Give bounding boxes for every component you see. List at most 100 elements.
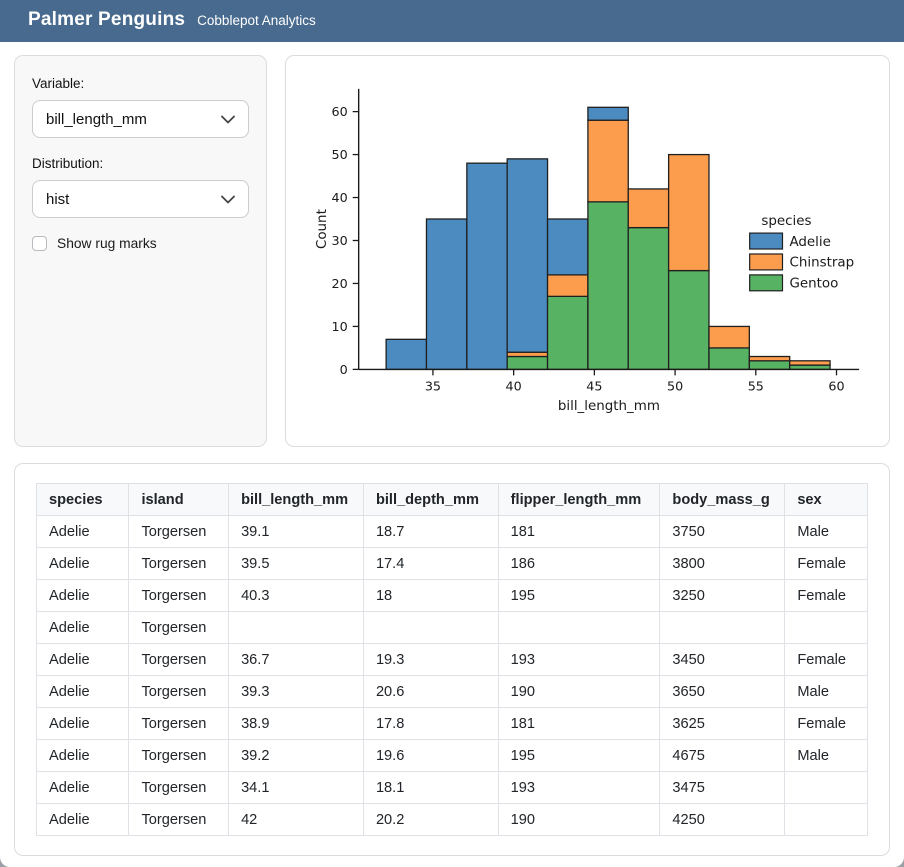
table-cell: Torgersen <box>128 547 230 580</box>
column-header-sex: sex <box>784 483 868 516</box>
table-cell <box>784 803 868 836</box>
svg-text:60: 60 <box>828 379 844 394</box>
table-cell: 19.6 <box>362 739 499 772</box>
variable-label: Variable: <box>32 76 85 91</box>
table-row: Adelie Torgersen 39.3 20.6 190 3650 Male <box>35 675 868 708</box>
table-cell: 190 <box>497 803 661 836</box>
table-row: Adelie Torgersen 40.3 18 195 3250 Female <box>35 579 868 612</box>
variable-select[interactable]: bill_length_mm <box>32 100 249 138</box>
table-cell: 18.1 <box>362 771 499 804</box>
table-cell <box>659 611 786 644</box>
table-cell: 3475 <box>659 771 786 804</box>
show-rug-checkbox[interactable] <box>32 236 47 251</box>
distribution-select-value: hist <box>46 190 70 208</box>
table-cell: 40.3 <box>228 579 364 612</box>
table-row: Adelie Torgersen 39.5 17.4 186 3800 Female <box>35 547 868 580</box>
table-cell: 20.2 <box>362 803 499 836</box>
table-cell: 38.9 <box>228 707 364 740</box>
table-row: Adelie Torgersen 39.1 18.7 181 3750 Male <box>35 515 868 548</box>
table-cell: 3650 <box>659 675 786 708</box>
table-cell: Torgersen <box>128 611 230 644</box>
table-cell: 18 <box>362 579 499 612</box>
table-body: Adelie Torgersen 39.1 18.7 181 3750 Male Adelie… <box>35 515 868 836</box>
distribution-select[interactable]: hist <box>32 180 249 218</box>
table-cell: 4250 <box>659 803 786 836</box>
histogram-card: 35 40 45 50 55 60 0 10 20 30 40 50 60 bill_length_mm C… <box>285 55 890 447</box>
controls-sidebar: Variable: bill_length_mm Distribution: h… <box>14 55 267 447</box>
table-row: Adelie Torgersen 42 20.2 190 4250 <box>35 803 868 836</box>
table-cell: 36.7 <box>228 643 364 676</box>
table-cell: 193 <box>497 643 661 676</box>
penguins-table: species island bill_length_mm bill_depth_mm… <box>35 483 868 836</box>
table-cell: Adelie <box>35 803 130 836</box>
table-cell <box>228 611 364 644</box>
svg-text:35: 35 <box>425 379 441 394</box>
table-cell: Torgersen <box>128 643 230 676</box>
table-cell: Adelie <box>35 547 130 580</box>
table-cell: Adelie <box>35 771 130 804</box>
svg-text:Adelie: Adelie <box>789 235 830 250</box>
column-header-body_mass_g: body_mass_g <box>659 483 786 516</box>
table-cell <box>362 611 499 644</box>
table-cell: Male <box>784 515 868 548</box>
table-cell: Male <box>784 675 868 708</box>
table-cell: 3625 <box>659 707 786 740</box>
svg-text:40: 40 <box>506 379 522 394</box>
svg-text:45: 45 <box>586 379 602 394</box>
app-subtitle: Cobblepot Analytics <box>197 13 316 28</box>
table-cell <box>497 611 661 644</box>
table-cell: 193 <box>497 771 661 804</box>
svg-text:Gentoo: Gentoo <box>789 277 838 292</box>
table-cell: 3800 <box>659 547 786 580</box>
app-header: Palmer Penguins Cobblepot Analytics <box>0 0 904 42</box>
table-cell: Adelie <box>35 611 130 644</box>
table-cell: 17.8 <box>362 707 499 740</box>
histogram-chart: 35 40 45 50 55 60 0 10 20 30 40 50 60 bill_length_mm C… <box>315 88 860 414</box>
chevron-down-icon <box>221 115 235 124</box>
column-header-bill_length_mm: bill_length_mm <box>228 483 364 516</box>
table-cell: Female <box>784 547 868 580</box>
table-cell: Female <box>784 579 868 612</box>
table-cell: Torgersen <box>128 707 230 740</box>
table-cell: Torgersen <box>128 579 230 612</box>
table-cell: Adelie <box>35 515 130 548</box>
table-cell: 186 <box>497 547 661 580</box>
column-header-species: species <box>35 483 130 516</box>
show-rug-label: Show rug marks <box>57 236 157 251</box>
table-cell: 3250 <box>659 579 786 612</box>
svg-text:60: 60 <box>332 105 348 120</box>
table-cell: Torgersen <box>128 515 230 548</box>
table-cell: Adelie <box>35 675 130 708</box>
table-cell: Adelie <box>35 643 130 676</box>
table-row: Adelie Torgersen 38.9 17.8 181 3625 Female <box>35 707 868 740</box>
table-cell: 39.1 <box>228 515 364 548</box>
table-cell: 34.1 <box>228 771 364 804</box>
table-row: Adelie Torgersen 36.7 19.3 193 3450 Female <box>35 643 868 676</box>
table-cell: 19.3 <box>362 643 499 676</box>
table-cell: Torgersen <box>128 675 230 708</box>
table-cell: 18.7 <box>362 515 499 548</box>
table-header-row: species island bill_length_mm bill_depth_mm… <box>35 483 868 516</box>
chevron-down-icon <box>221 195 235 204</box>
app-title: Palmer Penguins <box>28 9 186 30</box>
table-cell: Torgersen <box>128 739 230 772</box>
table-cell: Adelie <box>35 707 130 740</box>
data-table-card: species island bill_length_mm bill_depth_mm… <box>14 463 890 856</box>
svg-text:Count: Count <box>315 209 330 249</box>
table-cell: 190 <box>497 675 661 708</box>
variable-select-value: bill_length_mm <box>46 110 147 128</box>
table-cell: Adelie <box>35 739 130 772</box>
table-cell: 20.6 <box>362 675 499 708</box>
table-cell: 3450 <box>659 643 786 676</box>
svg-text:0: 0 <box>340 363 348 378</box>
table-cell <box>784 611 868 644</box>
table-cell: Adelie <box>35 579 130 612</box>
table-cell: 39.3 <box>228 675 364 708</box>
table-cell: 4675 <box>659 739 786 772</box>
svg-text:10: 10 <box>332 320 348 335</box>
table-cell: 39.2 <box>228 739 364 772</box>
table-cell: 181 <box>497 707 661 740</box>
table-cell: 42 <box>228 803 364 836</box>
table-cell: 181 <box>497 515 661 548</box>
svg-text:50: 50 <box>667 379 683 394</box>
